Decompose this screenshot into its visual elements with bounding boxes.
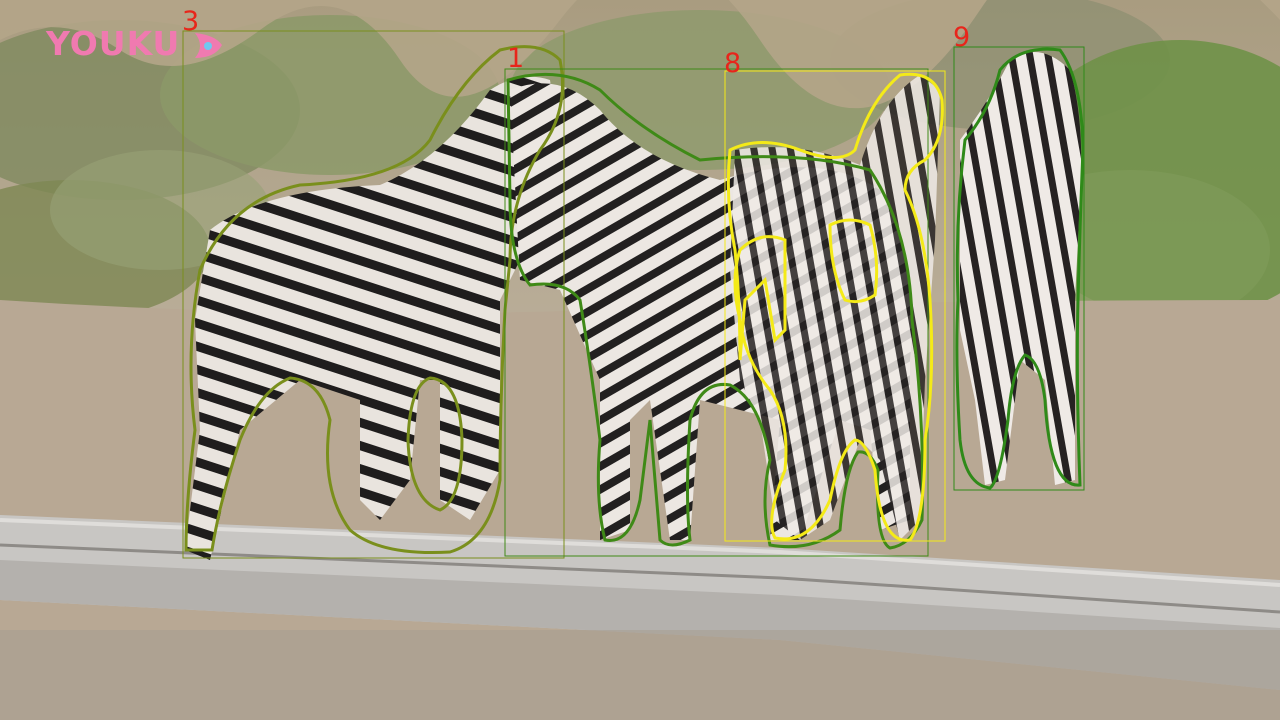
foreground-dirt <box>0 630 1280 720</box>
detection-label-1: 1 <box>507 43 525 74</box>
bbox-9 <box>953 46 1085 491</box>
bbox-1 <box>504 68 929 557</box>
contour-1 <box>506 72 925 550</box>
bbox-8 <box>724 70 946 542</box>
annotation-overlay <box>182 30 1085 559</box>
bbox-3 <box>182 30 565 559</box>
detection-label-9: 9 <box>953 22 971 53</box>
contour-3 <box>184 45 564 554</box>
detection-label-3: 3 <box>182 6 200 37</box>
youku-watermark: YOUKU <box>46 24 181 63</box>
contour-8 <box>726 72 944 542</box>
zebra-9 <box>960 52 1082 485</box>
contour-9 <box>955 47 1085 490</box>
youku-play-icon <box>195 33 222 58</box>
detection-label-8: 8 <box>724 48 742 79</box>
